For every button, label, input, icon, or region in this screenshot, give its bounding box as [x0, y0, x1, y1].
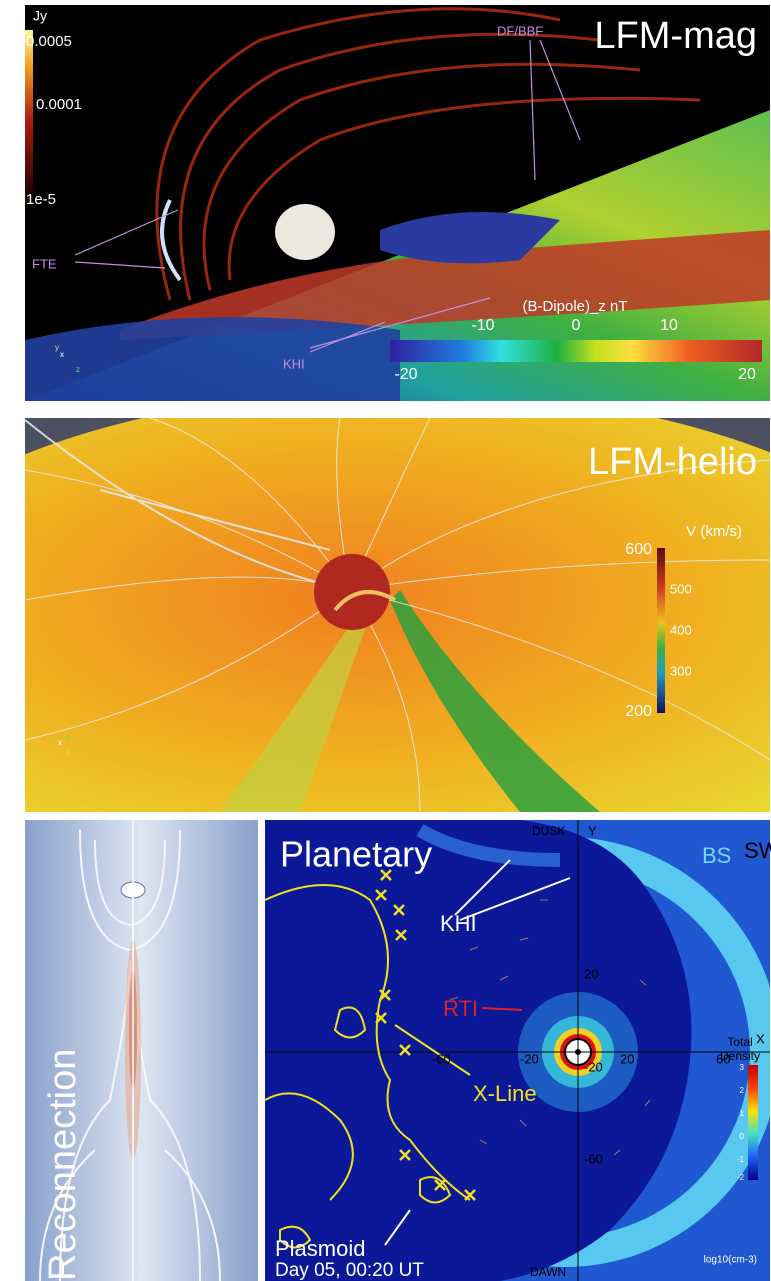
- x-tick-label: -60: [432, 1051, 451, 1066]
- label: X-Line: [473, 1081, 537, 1106]
- label: KHI: [440, 911, 477, 936]
- colorbar-density: [748, 1065, 758, 1180]
- colorbar-tick: 1: [740, 1109, 745, 1118]
- colorbar-tick: 0: [740, 1132, 745, 1141]
- colorbar-tick: -2: [737, 1173, 745, 1182]
- y-tick-label: -60: [584, 1151, 603, 1166]
- axis-label: x: [58, 738, 62, 747]
- x-tick-label: 20: [620, 1051, 634, 1066]
- label: Plasmoid: [275, 1236, 365, 1261]
- annotation: DF/BBF: [497, 23, 543, 38]
- panel-title: LFM-helio: [588, 441, 757, 483]
- colorbar-tick: 500: [670, 581, 692, 596]
- axis-label: y: [55, 343, 59, 352]
- y-tick-label: -20: [584, 1059, 603, 1074]
- colorbar-tick: 20: [738, 366, 756, 383]
- label: BS: [702, 843, 731, 868]
- colorbar-tick: 2: [740, 1086, 745, 1095]
- panel-lfm-helio: [25, 418, 770, 812]
- panel-title: LFM-mag: [594, 15, 757, 57]
- colorbar-jy: [25, 30, 33, 210]
- colorbar-tick: 0.0005: [26, 33, 72, 50]
- colorbar-tick: -1: [737, 1155, 745, 1164]
- panel-title: Reconnection: [42, 1049, 84, 1281]
- y-tick-label: 20: [584, 966, 598, 981]
- panel-planetary: [265, 820, 770, 1281]
- x-tick-label: -20: [520, 1051, 539, 1066]
- colorbar-bz: [390, 340, 762, 362]
- colorbar-unit: log10(cm-3): [704, 1255, 757, 1266]
- axis-label: x: [60, 350, 64, 359]
- colorbar-title: Total: [727, 1035, 752, 1049]
- colorbar-tick: 10: [660, 317, 678, 334]
- panel-title: Planetary: [280, 834, 432, 875]
- colorbar-tick: -20: [394, 366, 417, 383]
- axis-label: y: [66, 747, 70, 756]
- colorbar-tick: 400: [670, 622, 692, 637]
- colorbar-title: Density: [720, 1049, 760, 1063]
- colorbar-tick: 1e-5: [26, 191, 56, 208]
- colorbar-velocity: [657, 548, 665, 713]
- label: RTI: [443, 996, 478, 1021]
- label: X: [756, 1031, 765, 1046]
- annotation: FTE: [32, 256, 57, 271]
- axis-label: z: [76, 365, 80, 374]
- x-tick-label: 60: [716, 1051, 730, 1066]
- axis-label: z: [66, 733, 70, 742]
- label: SW: [744, 838, 771, 863]
- colorbar-title: Jy: [33, 8, 47, 24]
- planetary-labels: Planetary DUSK Y BS SW KHI RTI X X-Line …: [275, 823, 771, 1281]
- label: Y: [588, 823, 597, 838]
- y-tick-label: 60: [584, 896, 598, 911]
- colorbar-tick: 600: [625, 541, 652, 558]
- colorbar-tick: 300: [670, 663, 692, 678]
- colorbar-tick: 0.0001: [36, 96, 82, 113]
- colorbar-tick: 200: [625, 703, 652, 720]
- colorbar-tick: -10: [471, 317, 494, 334]
- colorbar-title: V (km/s): [686, 523, 742, 540]
- panel-reconnection: [25, 820, 258, 1281]
- colorbar-tick: 0: [572, 317, 581, 334]
- colorbar-tick: 3: [740, 1063, 745, 1072]
- panel-lfm-mag: [25, 5, 770, 401]
- colorbar-title: (B-Dipole)_z nT: [522, 298, 627, 315]
- label: Day 05, 00:20 UT: [275, 1260, 424, 1281]
- label: DUSK: [532, 824, 565, 838]
- annotation: KHI: [283, 356, 305, 371]
- label: DAWN: [530, 1265, 566, 1279]
